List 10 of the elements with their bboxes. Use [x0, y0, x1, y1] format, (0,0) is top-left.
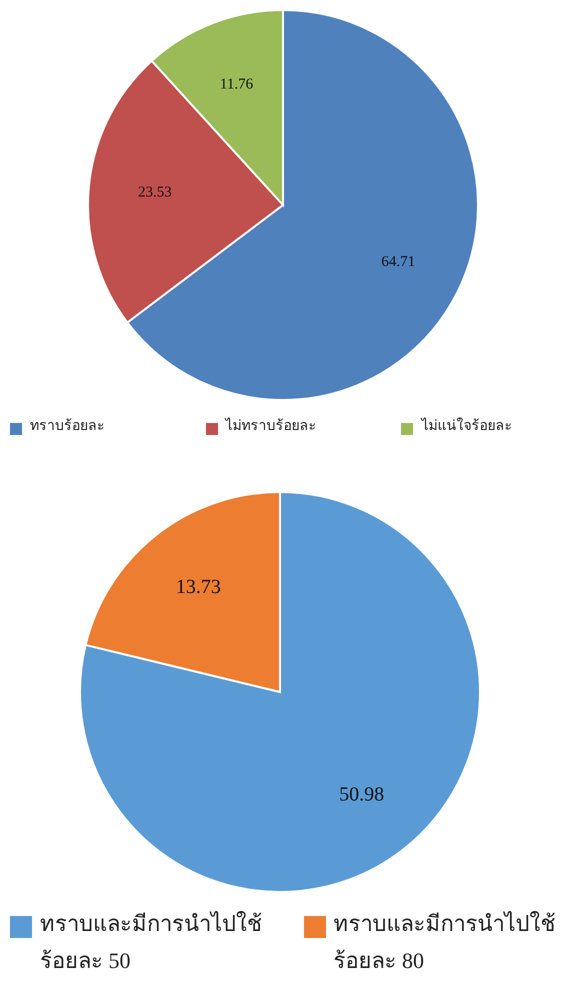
legend-label: ไม่แน่ใจร้อยละ [421, 416, 512, 436]
data-label: 13.73 [176, 576, 221, 598]
data-label: 23.53 [138, 184, 172, 201]
data-label: 50.98 [339, 783, 384, 806]
legend-label: ไม่ทราบร้อยละ [226, 416, 317, 436]
legend-label: ทราบและมีการนำไปใช้ร้อยละ 50 [40, 910, 263, 975]
legend-label: ทราบและมีการนำไปใช้ร้อยละ 80 [334, 910, 556, 975]
data-label: 11.76 [220, 76, 254, 92]
legend-label: ทราบร้อยละ [30, 418, 105, 436]
data-label: 64.71 [381, 254, 416, 270]
